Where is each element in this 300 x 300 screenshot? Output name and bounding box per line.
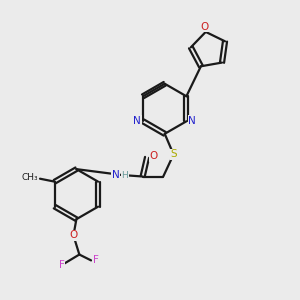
Text: N: N: [112, 170, 120, 180]
Text: F: F: [93, 255, 98, 266]
Text: H: H: [122, 171, 128, 180]
Text: O: O: [200, 22, 208, 32]
Text: O: O: [149, 151, 158, 161]
Text: N: N: [188, 116, 196, 126]
Text: S: S: [171, 149, 178, 159]
Text: N: N: [133, 116, 141, 126]
Text: F: F: [59, 260, 64, 270]
Text: O: O: [69, 230, 78, 240]
Text: CH₃: CH₃: [22, 173, 38, 182]
